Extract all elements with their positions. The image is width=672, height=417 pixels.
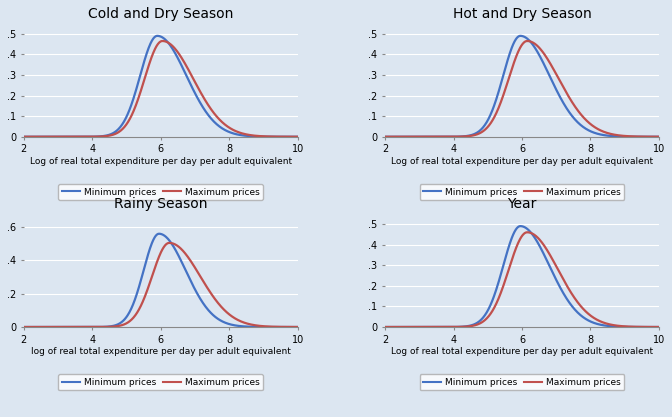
Legend: Minimum prices, Maximum prices: Minimum prices, Maximum prices	[420, 184, 624, 200]
Title: Hot and Dry Season: Hot and Dry Season	[453, 7, 591, 21]
X-axis label: Log of real total expenditure per day per adult equivalent: Log of real total expenditure per day pe…	[391, 347, 653, 357]
X-axis label: Log of real total expenditure per day per adult equivalent: Log of real total expenditure per day pe…	[30, 157, 292, 166]
Title: Rainy Season: Rainy Season	[114, 197, 208, 211]
Legend: Minimum prices, Maximum prices: Minimum prices, Maximum prices	[58, 184, 263, 200]
X-axis label: Log of real total expenditure per day per adult equivalent: Log of real total expenditure per day pe…	[391, 157, 653, 166]
Title: Year: Year	[507, 197, 537, 211]
X-axis label: log of real total expenditure per day per adult equivalent: log of real total expenditure per day pe…	[31, 347, 291, 357]
Title: Cold and Dry Season: Cold and Dry Season	[88, 7, 233, 21]
Legend: Minimum prices, Maximum prices: Minimum prices, Maximum prices	[420, 374, 624, 390]
Legend: Minimum prices, Maximum prices: Minimum prices, Maximum prices	[58, 374, 263, 390]
